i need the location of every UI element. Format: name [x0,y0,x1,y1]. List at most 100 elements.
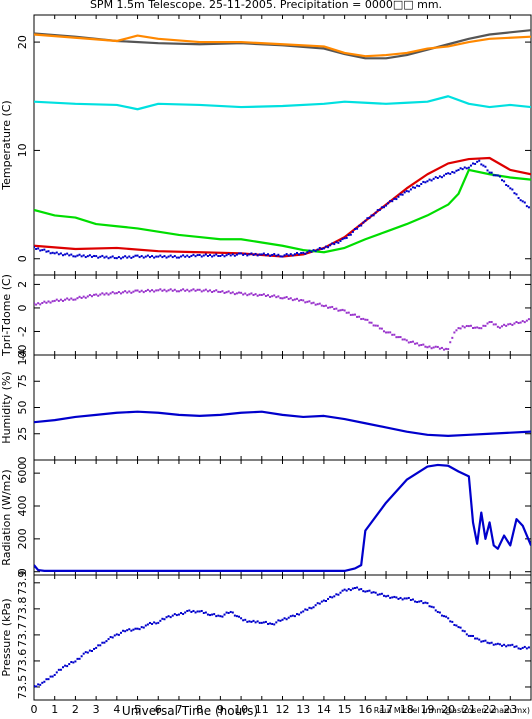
series-point-0 [113,634,116,637]
series-point-5 [105,255,108,258]
series-point-0 [171,614,174,617]
series-point-0 [525,319,528,322]
series-point-0 [469,634,472,637]
series-point-5 [113,257,116,260]
x-tick-label: 9 [217,703,224,716]
series-point-0 [356,586,359,589]
series-point-0 [66,665,69,668]
series-point-5 [430,179,433,182]
series-point-0 [124,630,127,633]
series-point-5 [182,254,185,257]
series-point-0 [426,602,429,605]
series-point-0 [115,633,118,636]
series-point-0 [449,620,452,623]
series-point-5 [376,209,379,212]
series-point-5 [279,255,282,258]
series-point-0 [200,290,203,293]
series-point-0 [337,593,340,596]
series-point-0 [517,647,520,650]
figure-title: SPM 1.5m Telescope. 25-11-2005. Precipit… [90,0,442,11]
series-point-0 [163,618,166,621]
series-point-0 [103,293,106,296]
series-point-0 [132,628,135,631]
series-point-0 [382,594,385,597]
series-point-5 [397,195,400,198]
series-point-0 [436,345,439,348]
series-point-0 [434,609,437,612]
series-point-0 [204,288,207,291]
series-point-5 [74,255,77,258]
series-point-0 [76,657,79,660]
series-point-5 [186,254,189,257]
series-point-0 [418,344,421,347]
series-point-0 [494,323,497,326]
series-point-0 [248,620,251,623]
series-point-0 [223,291,226,294]
series-point-5 [298,253,301,256]
series-point-5 [339,239,342,242]
series-point-0 [476,326,479,329]
series-point-0 [411,598,414,601]
series-point-5 [515,193,518,196]
series-point-0 [513,645,516,648]
series-point-5 [509,187,512,190]
series-point-5 [432,177,435,180]
series-point-0 [34,302,35,305]
series-point-0 [202,612,205,614]
series-point-0 [99,293,102,296]
series-point-0 [333,308,336,311]
series-point-5 [482,164,485,167]
series-point-0 [235,292,238,295]
series-point-5 [374,211,377,214]
series-point-5 [322,247,325,250]
series-point-5 [395,198,398,201]
series-point-0 [68,663,71,666]
series-point-0 [507,323,510,326]
series-point-0 [378,327,381,330]
series-point-5 [171,256,174,259]
series-point-0 [130,629,133,632]
series-point-0 [55,671,58,674]
series-point-0 [523,321,526,324]
series-point-0 [254,621,257,624]
series-point-5 [157,255,160,258]
series-group [34,463,531,572]
series-point-5 [55,251,58,254]
series-point-0 [78,295,81,298]
series-point-0 [314,604,317,607]
series-point-0 [101,292,104,295]
series-point-5 [202,254,205,257]
series-point-0 [451,336,454,339]
series-point-0 [49,301,52,304]
series-point-0 [256,620,259,623]
series-point-0 [190,610,193,613]
series-point-0 [455,329,458,332]
series-point-5 [469,164,472,167]
series-point-5 [132,255,135,258]
series-point-0 [86,651,89,654]
series-point-0 [35,303,38,306]
x-tick-label: 2 [72,703,79,716]
series-point-0 [250,620,253,623]
series-point-5 [254,252,257,255]
y-tick-label: -2 [16,326,29,337]
series-point-0 [316,303,319,306]
series-point-0 [41,681,44,684]
series-point-5 [99,255,102,258]
series-point-5 [35,247,38,250]
series-point-0 [287,616,290,619]
y-tick-label: 50 [16,401,29,415]
series-point-0 [331,596,334,599]
series-point-0 [329,306,332,309]
series-point-0 [480,327,483,330]
series-line-2 [34,95,531,111]
series-point-0 [401,338,404,341]
y-tick-label: 100 [16,345,29,366]
series-point-0 [416,342,419,345]
series-point-5 [72,255,75,258]
series-point-0 [105,640,108,643]
series-point-5 [90,255,93,258]
series-point-0 [511,323,514,326]
series-point-0 [231,291,234,294]
series-point-5 [420,183,423,185]
